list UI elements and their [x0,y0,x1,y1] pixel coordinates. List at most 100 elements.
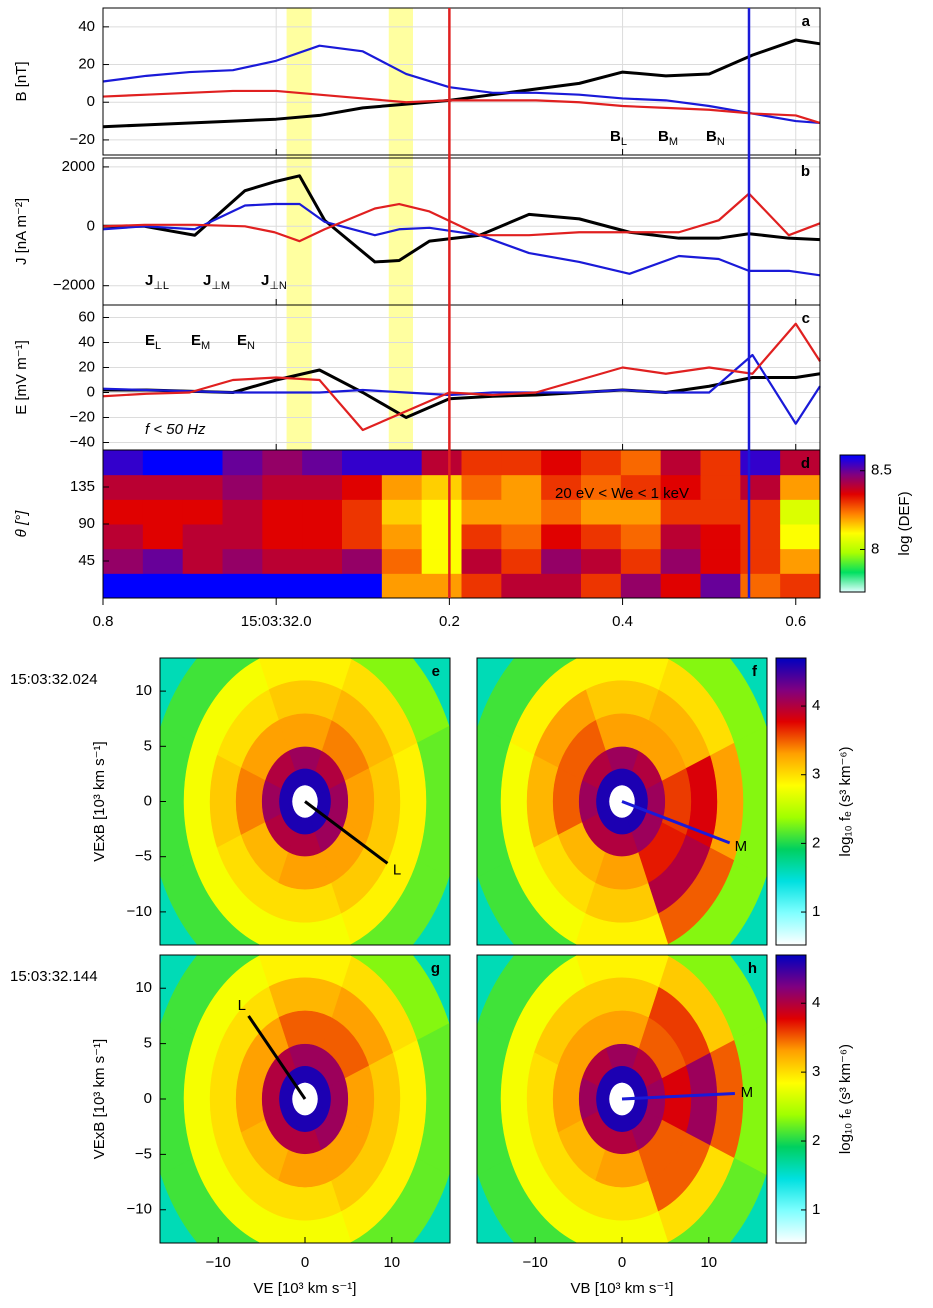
colorbar-label: log (DEF) [896,491,913,555]
heatmap-cell [541,573,582,599]
heatmap-cell [660,548,701,574]
line-series [102,44,821,125]
y-tick-label: −5 [135,1145,152,1162]
heatmap-cell [740,548,781,574]
heatmap-cell [620,573,662,599]
heatmap-cell [142,474,184,500]
heatmap-cell [182,524,223,550]
polar-plot [477,955,767,1243]
legend-entry: BN [706,128,725,148]
heatmap-cell [740,499,781,525]
y-tick-label: 45 [78,552,95,569]
colorbar-tick-label: 3 [812,766,820,783]
heatmap-cell [541,548,582,574]
heatmap-cell [262,474,303,500]
heatmap-cell [222,474,263,500]
y-tick-label: 60 [78,308,95,325]
y-tick-label: −20 [70,131,95,148]
heatmap-cell [501,524,542,550]
vector-label: M [741,1084,754,1101]
y-axis-label: θ [°] [13,510,30,537]
panel-frame [102,449,821,599]
line-series [102,353,821,425]
colorbar-tick-label: 8.5 [871,462,892,479]
colorbar-tick-label: 2 [812,834,820,851]
panel-frame [102,304,821,451]
heatmap-cell [581,499,622,525]
polar-cell [477,658,515,726]
y-tick-label: 40 [78,18,95,35]
heatmap-cell [780,474,821,500]
panel-letter: b [801,163,810,180]
direction-vector [621,800,731,845]
legend-entry: J⊥N [261,272,287,292]
heatmap-cell [620,499,662,525]
heatmap-cell [182,548,223,574]
direction-vector [621,1091,735,1101]
x-axis-label: VB [10³ km s⁻¹] [571,1280,674,1297]
heatmap-cell [222,573,263,599]
x-tick-label: −10 [205,1254,230,1271]
heatmap-cell [581,573,622,599]
heatmap-cell [660,573,701,599]
heatmap-cell [461,450,502,476]
polar-cell [412,955,450,1024]
colorbar-tick-label: 2 [812,1132,820,1149]
colorbar-label: log₁₀ fₑ (s³ km⁻⁶) [837,746,854,856]
heatmap-cell [461,499,502,525]
colorbar [839,454,866,593]
heatmap-cell [103,474,144,500]
heatmap-cell [740,573,781,599]
heatmap-cell [262,499,303,525]
y-axis-label: E [mV m⁻¹] [13,340,30,415]
heatmap-cell [501,474,542,500]
heatmap-cell [182,474,223,500]
panel-frame [476,657,768,946]
polar-plot [160,658,450,945]
panel-letter: d [801,455,810,472]
y-tick-label: −5 [135,848,152,865]
panel-frame [476,954,768,1244]
panel-frame [159,954,451,1244]
heatmap-cell [700,499,741,525]
heatmap-cell [222,548,263,574]
x-axis-label: VE [10³ km s⁻¹] [254,1280,357,1297]
polar-cell [160,1022,161,1176]
heatmap-cell [142,548,184,574]
heatmap-cell [262,450,303,476]
heatmap-cell [501,450,542,476]
y-tick-label: −10 [127,1201,152,1218]
polar-cell [412,877,450,945]
y-tick-label: 10 [135,979,152,996]
polar-cell [729,1174,767,1243]
heatmap-cell [302,474,343,500]
colorbar-tick-label: 1 [812,1201,820,1218]
x-tick-label: 15:03:32.0 [241,613,312,630]
panel-letter: h [748,960,757,977]
y-tick-label: 135 [70,478,95,495]
heatmap-cell [142,573,184,599]
colorbar-tick-label: 4 [812,697,820,714]
heatmap-cell [182,573,223,599]
heatmap-cell [381,474,423,500]
heatmap-cell [421,548,462,574]
heatmap-cell [222,499,263,525]
legend-entry: BM [658,128,678,148]
heatmap-cell [142,524,184,550]
heatmap-cell [421,524,462,550]
heatmap-cell [342,524,383,550]
y-tick-label: −10 [127,903,152,920]
heatmap-cell [302,450,343,476]
annotation: 20 eV < We < 1 keV [555,485,689,502]
heatmap-cell [103,524,144,550]
y-axis-label: VExB [10³ km s⁻¹] [91,741,108,861]
polar-cell [160,724,161,879]
heatmap-cell [103,548,144,574]
heatmap-cell [262,548,303,574]
heatmap-cell [182,450,223,476]
heatmap-cell [660,450,701,476]
heatmap-cell [501,573,542,599]
heatmap-cell [262,573,303,599]
